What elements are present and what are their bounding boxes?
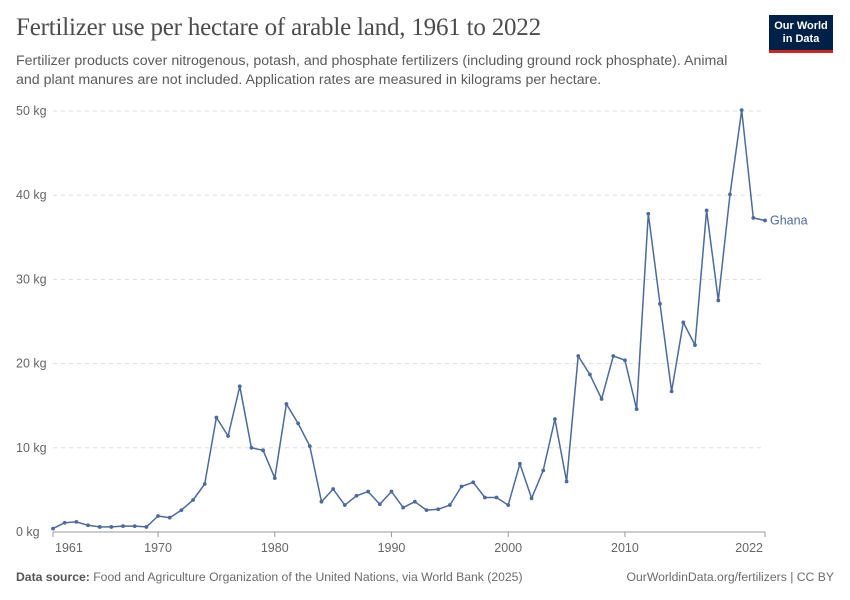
data-point bbox=[226, 434, 230, 438]
data-point bbox=[237, 384, 242, 389]
data-point bbox=[51, 526, 55, 531]
data-point bbox=[74, 519, 79, 524]
x-tick-label: 1961 bbox=[55, 541, 83, 555]
data-point bbox=[517, 461, 522, 466]
data-point bbox=[377, 502, 382, 507]
data-point bbox=[354, 493, 359, 498]
data-point bbox=[342, 503, 347, 507]
data-point bbox=[716, 298, 721, 303]
data-point bbox=[249, 445, 254, 450]
data-point bbox=[401, 505, 406, 510]
data-point bbox=[611, 354, 616, 358]
data-point bbox=[704, 208, 709, 213]
data-point bbox=[412, 499, 417, 504]
y-tick-label: 50 kg bbox=[16, 104, 47, 118]
chart-subtitle: Fertilizer products cover nitrogenous, p… bbox=[16, 53, 728, 88]
data-point bbox=[623, 358, 627, 363]
data-point bbox=[331, 487, 336, 491]
data-point bbox=[436, 507, 441, 512]
data-point bbox=[482, 495, 487, 500]
data-point bbox=[307, 444, 312, 449]
x-tick-label: 2000 bbox=[494, 541, 522, 555]
x-tick-label: 2022 bbox=[735, 541, 763, 555]
source-text: Food and Agriculture Organization of the… bbox=[93, 570, 523, 584]
source-label: Data source: bbox=[16, 570, 90, 584]
data-point bbox=[167, 515, 172, 520]
data-point bbox=[459, 484, 464, 489]
data-point bbox=[564, 479, 569, 484]
x-tick-label: 1990 bbox=[378, 541, 406, 555]
x-tick-label: 1970 bbox=[144, 541, 172, 555]
data-point bbox=[751, 216, 756, 220]
logo-line-2: in Data bbox=[782, 33, 820, 45]
data-point bbox=[109, 525, 114, 529]
logo-line-1: Our World bbox=[774, 20, 828, 32]
license-text: | CC BY bbox=[790, 570, 834, 584]
data-point bbox=[739, 108, 744, 113]
data-point bbox=[261, 448, 265, 453]
owid-logo[interactable]: Our World in Data bbox=[769, 15, 833, 53]
source-link[interactable]: OurWorldinData.org/fertilizers bbox=[626, 570, 787, 584]
data-point bbox=[296, 421, 301, 426]
data-point bbox=[669, 389, 674, 394]
data-point bbox=[202, 482, 207, 486]
y-tick-label: 40 kg bbox=[16, 188, 47, 202]
chart-title: Fertilizer use per hectare of arable lan… bbox=[16, 14, 541, 41]
footer-link: OurWorldinData.org/fertilizers | CC BY bbox=[627, 570, 835, 584]
data-point bbox=[576, 354, 581, 358]
data-point bbox=[121, 524, 125, 529]
footer-source: Data source: Food and Agriculture Organi… bbox=[16, 570, 523, 584]
data-point bbox=[132, 524, 137, 529]
data-point bbox=[86, 523, 90, 528]
x-tick-label: 1980 bbox=[261, 541, 289, 555]
data-point bbox=[144, 525, 149, 529]
y-tick-label: 10 kg bbox=[16, 441, 47, 455]
data-point bbox=[424, 508, 429, 513]
series-line-ghana bbox=[52, 109, 766, 530]
data-point bbox=[599, 397, 604, 401]
data-point bbox=[284, 402, 289, 406]
data-point bbox=[763, 218, 767, 223]
data-point bbox=[658, 301, 662, 306]
y-tick-label: 30 kg bbox=[16, 272, 47, 286]
series-label: Ghana bbox=[770, 213, 808, 227]
data-point bbox=[529, 496, 534, 501]
x-tick-label: 2010 bbox=[611, 541, 639, 555]
data-point bbox=[506, 503, 511, 507]
data-point bbox=[541, 468, 546, 473]
data-point bbox=[681, 320, 686, 325]
data-point bbox=[97, 525, 102, 529]
data-point bbox=[588, 372, 592, 377]
data-point bbox=[634, 407, 639, 411]
data-point bbox=[191, 498, 195, 502]
data-point bbox=[214, 415, 219, 420]
data-point bbox=[494, 495, 499, 500]
data-point bbox=[319, 499, 324, 504]
data-point bbox=[179, 508, 184, 513]
data-point bbox=[156, 514, 160, 518]
data-point bbox=[389, 489, 394, 494]
data-point bbox=[272, 476, 277, 481]
data-point bbox=[471, 480, 476, 485]
data-point bbox=[646, 211, 651, 216]
data-point bbox=[553, 417, 557, 422]
data-point bbox=[728, 192, 732, 197]
data-point bbox=[62, 520, 67, 525]
y-tick-label: 20 kg bbox=[16, 357, 47, 371]
data-point bbox=[366, 489, 371, 494]
y-tick-label: 0 kg bbox=[16, 525, 40, 539]
data-point bbox=[693, 343, 697, 347]
data-point bbox=[447, 503, 452, 507]
